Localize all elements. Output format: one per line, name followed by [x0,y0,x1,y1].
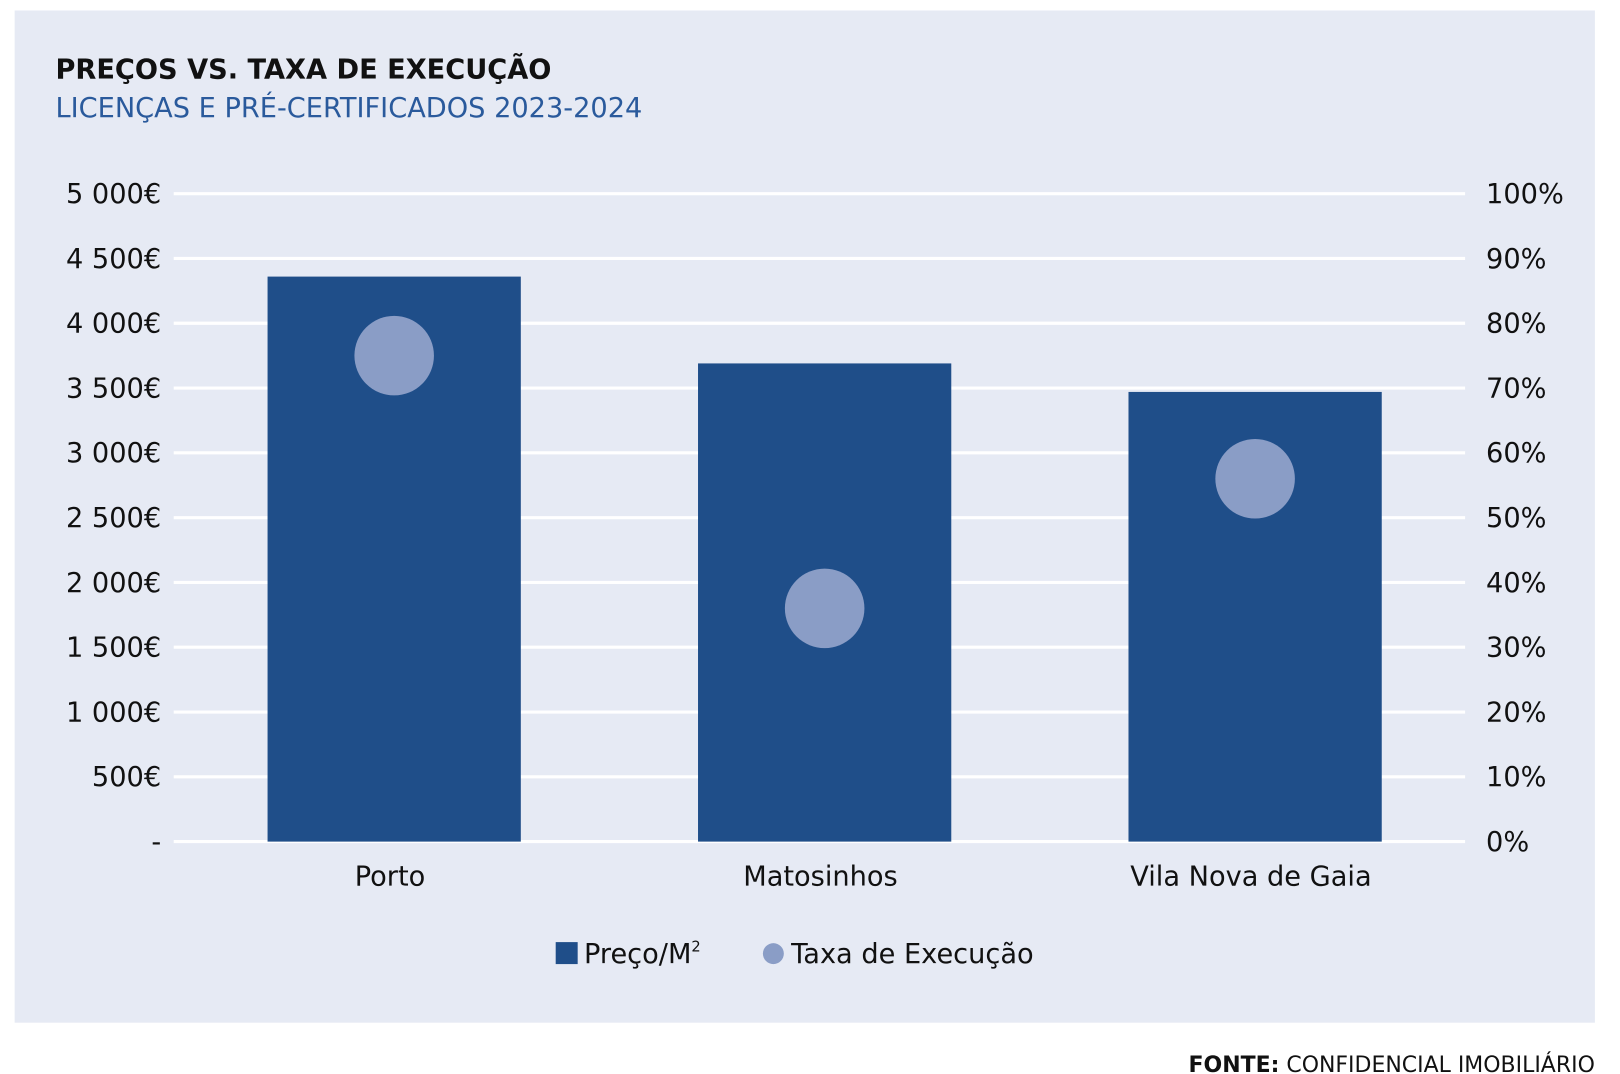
dot-matosinhos [784,568,865,649]
y-right-tick-label: 40% [1486,568,1546,599]
y-right-tick-label: 50% [1486,503,1546,534]
source-note: FONTE: CONFIDENCIAL IMOBILIÁRIO [1189,1052,1595,1074]
y-left-tick-label: 500€ [92,762,161,793]
legend-swatch-rate [762,943,784,965]
y-right-tick-label: 70% [1486,373,1546,404]
legend-label-rate: Taxa de Execução [790,939,1033,970]
legend-label-price: Preço/M2 [584,939,701,971]
y-right-tick-label: 80% [1486,309,1546,340]
y-right-tick-label: 90% [1486,244,1546,275]
y-right-tick-label: 10% [1486,762,1546,793]
x-tick-label: Vila Nova de Gaia [1130,862,1371,893]
y-left-tick-label: 3 500€ [66,373,161,404]
chart-subtitle: LICENÇAS E PRÉ-CERTIFICADOS 2023-2024 [55,92,642,124]
y-left-tick-label: 5 000€ [66,179,161,210]
x-tick-label: Matosinhos [743,862,897,893]
legend: Preço/M2 Taxa de Execução [555,939,1034,971]
y-right-tick-label: 0% [1486,827,1529,858]
dot-vila-nova-de-gaia [1215,438,1295,519]
y-left-tick-label: 4 500€ [66,244,161,275]
y-left-tick-label: 1 500€ [66,633,161,664]
y-left-tick-label: 2 500€ [66,503,161,534]
dot-porto [354,315,434,396]
y-right-tick-label: 100% [1486,179,1564,210]
y-left-tick-label: 1 000€ [66,697,161,728]
y-left-tick-label: 3 000€ [66,438,161,469]
y-left-tick-label: 2 000€ [66,568,161,599]
y-left-tick-label: 4 000€ [66,309,161,340]
x-tick-label: Porto [355,862,426,893]
y-right-tick-label: 20% [1486,697,1546,728]
y-left-tick-label: - [151,827,161,858]
y-right-tick-label: 30% [1486,633,1546,664]
legend-swatch-price [555,942,578,965]
y-right-tick-label: 60% [1486,438,1546,469]
chart-title: PREÇOS VS. TAXA DE EXECUÇÃO [55,54,551,86]
